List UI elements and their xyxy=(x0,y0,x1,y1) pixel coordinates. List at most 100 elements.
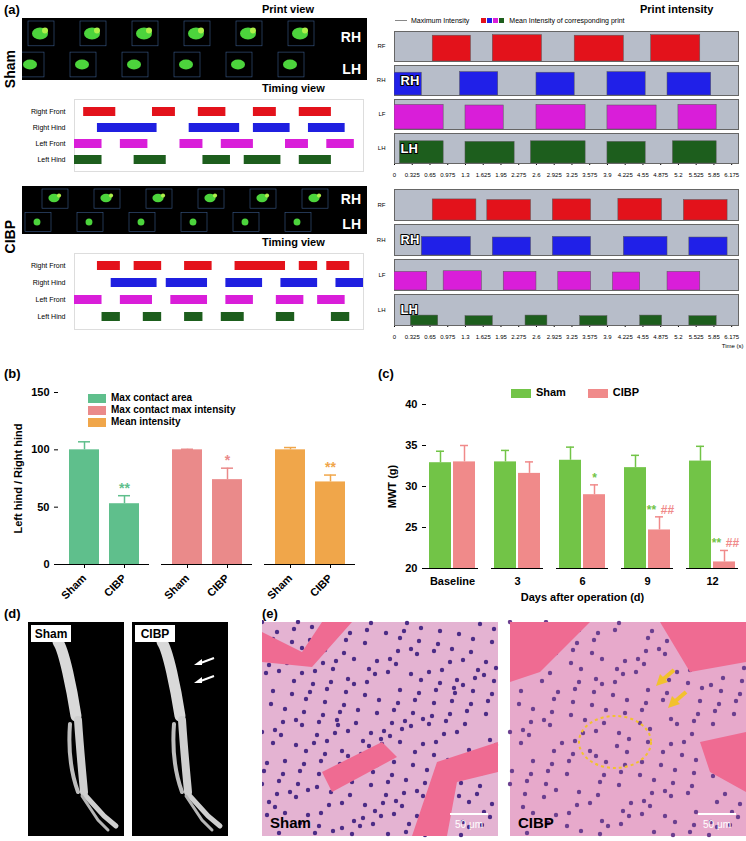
svg-text:Sham: Sham xyxy=(162,572,192,602)
svg-text:RH: RH xyxy=(341,29,361,45)
svg-text:LH: LH xyxy=(342,216,361,232)
svg-text:LH: LH xyxy=(342,61,361,77)
svg-text:4.225: 4.225 xyxy=(618,172,634,178)
svg-text:**: ** xyxy=(712,536,722,550)
svg-text:0: 0 xyxy=(393,334,397,340)
svg-text:25: 25 xyxy=(405,521,417,533)
svg-text:*: * xyxy=(225,452,231,468)
svg-text:0.65: 0.65 xyxy=(424,334,436,340)
svg-text:Right Front: Right Front xyxy=(31,262,66,270)
svg-text:Days after operation (d): Days after operation (d) xyxy=(521,591,645,603)
svg-text:Left hind / Right hind: Left hind / Right hind xyxy=(12,424,24,534)
svg-text:6.175: 6.175 xyxy=(724,334,740,340)
svg-text:150: 150 xyxy=(31,386,49,398)
svg-text:50: 50 xyxy=(37,501,49,513)
svg-text:3.575: 3.575 xyxy=(582,172,598,178)
svg-text:**: ** xyxy=(647,503,657,517)
svg-text:0.325: 0.325 xyxy=(405,334,421,340)
svg-text:6: 6 xyxy=(579,575,585,587)
svg-text:CIBP: CIBP xyxy=(101,572,128,599)
svg-text:3.25: 3.25 xyxy=(566,334,578,340)
svg-text:1.625: 1.625 xyxy=(476,334,492,340)
svg-text:2.6: 2.6 xyxy=(532,172,541,178)
svg-text:4.875: 4.875 xyxy=(653,172,669,178)
svg-text:Right Front: Right Front xyxy=(31,108,66,116)
svg-text:9: 9 xyxy=(644,575,650,587)
svg-text:2.275: 2.275 xyxy=(511,172,527,178)
svg-text:*: * xyxy=(592,471,597,485)
svg-text:12: 12 xyxy=(706,575,718,587)
svg-text:RH: RH xyxy=(341,191,361,207)
svg-text:2.6: 2.6 xyxy=(532,334,541,340)
svg-text:Left Front: Left Front xyxy=(36,140,66,147)
svg-text:5.525: 5.525 xyxy=(689,172,705,178)
svg-text:4.875: 4.875 xyxy=(653,334,669,340)
svg-text:2.925: 2.925 xyxy=(547,172,563,178)
svg-text:50 μm: 50 μm xyxy=(455,819,483,830)
svg-text:Sham: Sham xyxy=(265,572,295,602)
svg-text:100: 100 xyxy=(31,443,49,455)
svg-text:0: 0 xyxy=(43,558,49,570)
svg-text:40: 40 xyxy=(405,398,417,410)
svg-text:##: ## xyxy=(661,503,675,517)
svg-text:Right Hind: Right Hind xyxy=(33,279,66,287)
svg-text:Left Hind: Left Hind xyxy=(37,313,65,320)
svg-text:CIBP: CIBP xyxy=(204,572,231,599)
svg-text:2.275: 2.275 xyxy=(511,334,527,340)
svg-text:0.65: 0.65 xyxy=(424,172,436,178)
svg-text:LH: LH xyxy=(401,141,418,156)
svg-text:5.525: 5.525 xyxy=(689,334,705,340)
svg-text:LH: LH xyxy=(378,307,386,313)
svg-text:5.85: 5.85 xyxy=(708,172,720,178)
svg-text:0.325: 0.325 xyxy=(405,172,421,178)
svg-text:Left Front: Left Front xyxy=(36,296,66,303)
svg-text:6.175: 6.175 xyxy=(724,172,740,178)
svg-text:1.625: 1.625 xyxy=(476,172,492,178)
svg-text:3.9: 3.9 xyxy=(603,172,612,178)
svg-text:Time (s): Time (s) xyxy=(722,343,744,349)
svg-text:##: ## xyxy=(726,536,740,550)
svg-text:Sham: Sham xyxy=(59,572,89,602)
svg-text:LF: LF xyxy=(378,111,385,117)
svg-text:20: 20 xyxy=(405,562,417,574)
svg-text:CIBP: CIBP xyxy=(518,814,554,831)
svg-text:2.925: 2.925 xyxy=(547,334,563,340)
svg-text:CIBP: CIBP xyxy=(307,572,334,599)
svg-text:Left Hind: Left Hind xyxy=(37,156,65,163)
svg-text:4.55: 4.55 xyxy=(637,172,649,178)
svg-text:0.975: 0.975 xyxy=(440,172,456,178)
svg-text:LH: LH xyxy=(401,302,418,317)
svg-text:RH: RH xyxy=(377,237,386,243)
svg-text:CIBP: CIBP xyxy=(141,627,170,641)
svg-text:RF: RF xyxy=(378,202,386,208)
svg-text:1.95: 1.95 xyxy=(495,334,507,340)
svg-text:Sham: Sham xyxy=(270,814,311,831)
svg-text:3.575: 3.575 xyxy=(582,334,598,340)
svg-text:30: 30 xyxy=(405,480,417,492)
svg-text:RH: RH xyxy=(401,232,420,247)
svg-text:Sham: Sham xyxy=(35,627,68,641)
svg-text:50 μm: 50 μm xyxy=(703,819,731,830)
svg-text:MWT (g): MWT (g) xyxy=(386,464,398,508)
svg-text:3.25: 3.25 xyxy=(566,172,578,178)
svg-text:1.3: 1.3 xyxy=(461,334,470,340)
svg-text:35: 35 xyxy=(405,439,417,451)
svg-text:0: 0 xyxy=(393,172,397,178)
svg-text:RF: RF xyxy=(378,43,386,49)
svg-text:5.2: 5.2 xyxy=(674,172,683,178)
svg-text:3.9: 3.9 xyxy=(603,334,612,340)
svg-text:Right Hind: Right Hind xyxy=(33,124,66,132)
svg-text:5.85: 5.85 xyxy=(708,334,720,340)
svg-text:0.975: 0.975 xyxy=(440,334,456,340)
svg-text:LH: LH xyxy=(378,145,386,151)
svg-text:4.55: 4.55 xyxy=(637,334,649,340)
svg-text:**: ** xyxy=(325,459,336,475)
svg-text:3: 3 xyxy=(514,575,520,587)
svg-text:LF: LF xyxy=(378,272,385,278)
svg-text:RH: RH xyxy=(377,77,386,83)
svg-text:1.3: 1.3 xyxy=(461,172,470,178)
svg-text:RH: RH xyxy=(401,73,420,88)
svg-text:**: ** xyxy=(119,480,130,496)
svg-text:5.2: 5.2 xyxy=(674,334,683,340)
svg-text:1.95: 1.95 xyxy=(495,172,507,178)
